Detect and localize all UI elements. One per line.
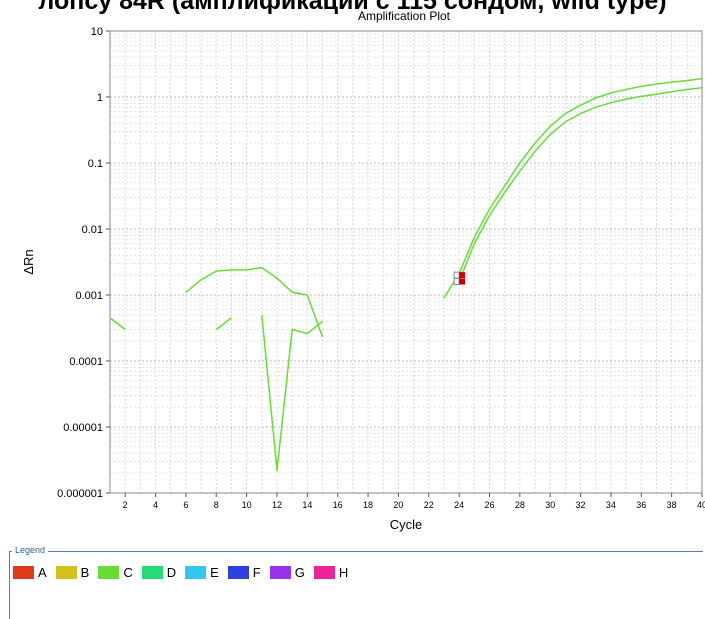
x-tick-label: 32 xyxy=(576,500,586,510)
amplification-curve[interactable] xyxy=(261,314,323,472)
legend-label: F xyxy=(252,565,261,580)
x-tick-label: 8 xyxy=(214,500,219,510)
amplification-curve[interactable] xyxy=(458,87,703,282)
y-axis-label: ΔRn xyxy=(21,249,36,274)
y-tick-label: 1 xyxy=(97,92,103,104)
x-tick-label: 18 xyxy=(363,500,373,510)
legend-item-c[interactable]: C xyxy=(98,565,133,580)
amplification-curve[interactable] xyxy=(443,77,703,299)
amplification-curve[interactable] xyxy=(185,266,324,338)
x-tick-label: 40 xyxy=(697,500,705,510)
legend-item-f[interactable]: F xyxy=(227,565,261,580)
legend-item-g[interactable]: G xyxy=(269,565,305,580)
x-axis-label: Cycle xyxy=(390,517,423,532)
threshold-markers[interactable] xyxy=(453,271,466,286)
legend-swatch xyxy=(141,566,163,579)
y-tick-label: 0.1 xyxy=(88,158,103,170)
x-tick-label: 2 xyxy=(123,500,128,510)
legend-title: Legend xyxy=(12,545,49,555)
legend-item-d[interactable]: D xyxy=(141,565,177,580)
y-tick-label: 0.01 xyxy=(82,224,103,236)
threshold-marker-outline[interactable] xyxy=(453,278,460,286)
threshold-marker-outline[interactable] xyxy=(453,271,460,279)
legend-panel xyxy=(9,551,703,619)
legend-swatch xyxy=(55,566,77,579)
x-tick-label: 4 xyxy=(153,500,158,510)
threshold-marker[interactable] xyxy=(459,272,466,279)
series-lines xyxy=(109,77,703,472)
legend-label: H xyxy=(338,565,349,580)
y-tick-label: 10 xyxy=(91,26,103,38)
legend-swatch xyxy=(269,566,291,579)
y-tick-label: 0.001 xyxy=(75,290,103,302)
x-tick-label: 14 xyxy=(302,500,312,510)
legend-swatch xyxy=(185,566,207,579)
x-tick-label: 24 xyxy=(454,500,464,510)
amplification-curve[interactable] xyxy=(215,317,232,331)
x-tick-label: 28 xyxy=(515,500,525,510)
legend-label: G xyxy=(294,565,305,580)
legend-label: B xyxy=(80,565,90,580)
legend-swatch xyxy=(227,566,249,579)
x-tick-label: 10 xyxy=(242,500,252,510)
legend-label: A xyxy=(38,565,47,580)
amplification-curve[interactable] xyxy=(109,317,126,331)
chart-title: Amplification Plot xyxy=(358,9,451,23)
legend-swatch xyxy=(313,566,335,579)
legend-item-e[interactable]: E xyxy=(185,565,219,580)
x-tick-label: 34 xyxy=(606,500,616,510)
y-tick-label: 0.0001 xyxy=(69,356,103,368)
legend-label: C xyxy=(123,565,133,580)
y-tick-label: 0.00001 xyxy=(63,422,103,434)
grid xyxy=(109,30,703,494)
y-tick-label: 0.000001 xyxy=(57,488,103,500)
x-tick-label: 16 xyxy=(333,500,343,510)
legend-swatch xyxy=(98,566,120,579)
plot-frame xyxy=(109,30,703,494)
x-tick-label: 38 xyxy=(667,500,677,510)
x-tick-label: 12 xyxy=(272,500,282,510)
legend-items: A B C D E F G H xyxy=(13,565,357,580)
legend-item-b[interactable]: B xyxy=(55,565,90,580)
x-tick-label: 6 xyxy=(183,500,188,510)
x-tick-label: 30 xyxy=(545,500,555,510)
x-tick-label: 20 xyxy=(393,500,403,510)
legend-label: D xyxy=(166,565,177,580)
legend-item-a[interactable]: A xyxy=(13,565,47,580)
x-tick-label: 26 xyxy=(484,500,494,510)
x-tick-label: 36 xyxy=(636,500,646,510)
page-title: лопсу 84R (амплификации с 115 сондом, wi… xyxy=(38,0,667,15)
legend-label: E xyxy=(210,565,219,580)
threshold-marker[interactable] xyxy=(459,278,466,285)
legend-item-h[interactable]: H xyxy=(313,565,349,580)
x-tick-label: 22 xyxy=(424,500,434,510)
legend-swatch xyxy=(13,566,34,579)
